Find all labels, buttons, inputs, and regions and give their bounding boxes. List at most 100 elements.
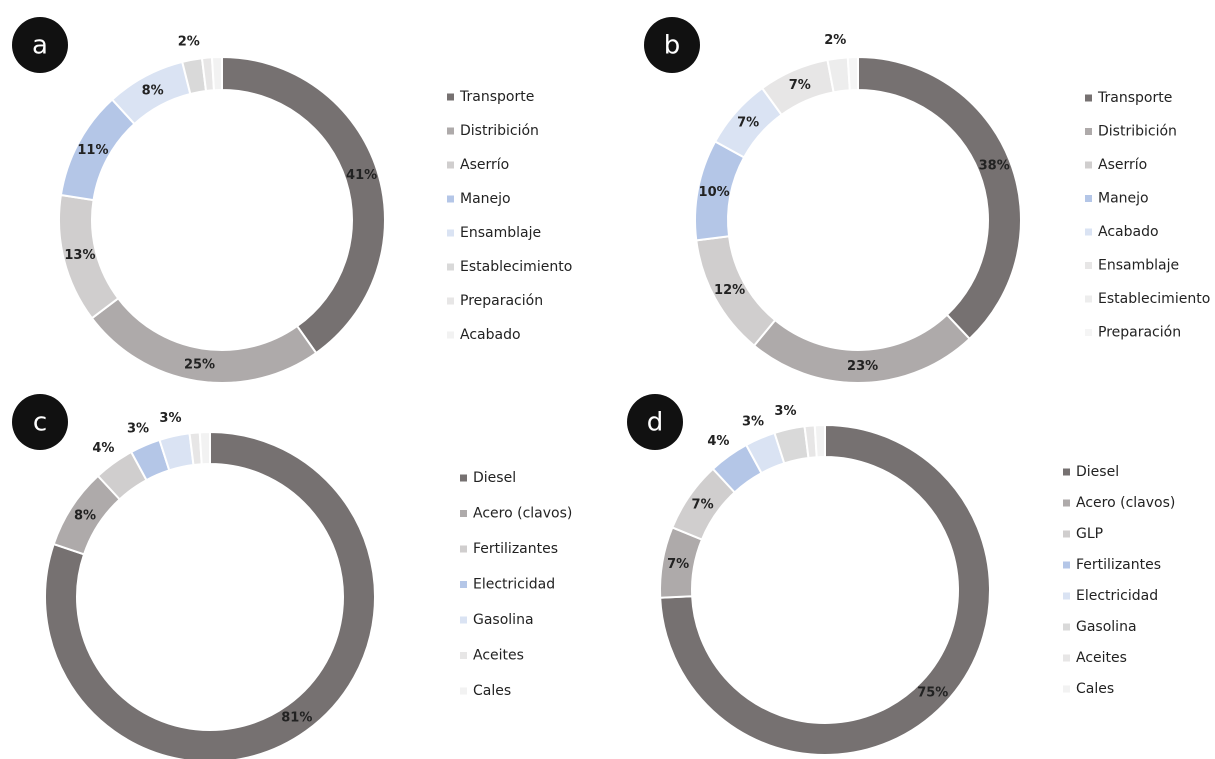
legend-label: Ensamblaje — [1098, 258, 1179, 274]
value-label: 11% — [77, 143, 108, 158]
panel-badge — [12, 394, 68, 450]
legend-label: Electricidad — [473, 577, 555, 593]
legend-label: Diesel — [473, 470, 516, 486]
legend-swatch — [1063, 561, 1070, 569]
legend-label: Aserrío — [1098, 157, 1147, 173]
legend-label: Distribición — [460, 123, 539, 139]
value-label: 13% — [64, 248, 95, 263]
legend-swatch — [460, 581, 467, 588]
legend-label: Transporte — [1097, 90, 1172, 106]
value-label: 4% — [92, 441, 114, 456]
legend-swatch — [447, 161, 454, 169]
donut-segment — [210, 55, 223, 92]
legend-swatch — [447, 127, 454, 135]
legend-swatch — [1085, 94, 1092, 102]
legend-label: GLP — [1076, 526, 1103, 542]
value-label: 12% — [714, 283, 745, 298]
donut-segment — [659, 423, 991, 756]
legend-label: Acabado — [460, 327, 521, 343]
donut-segment — [813, 423, 826, 459]
legend-swatch — [1063, 530, 1070, 538]
value-label: 7% — [692, 498, 714, 513]
legend-label: Establecimiento — [460, 259, 572, 275]
legend-swatch — [460, 652, 467, 659]
value-label: 3% — [774, 404, 796, 419]
legend-swatch — [1063, 685, 1070, 693]
legend-label: Gasolina — [473, 612, 534, 628]
value-label: 38% — [979, 159, 1010, 174]
legend-swatch — [1063, 654, 1070, 662]
donut-segment — [857, 55, 1022, 341]
legend-swatch — [1063, 592, 1070, 600]
donut-segment — [846, 55, 859, 92]
legend-swatch — [447, 229, 454, 237]
value-label: 2% — [824, 33, 846, 48]
legend-swatch — [1063, 499, 1070, 507]
legend-label: Ensamblaje — [460, 225, 541, 241]
value-label: 3% — [159, 411, 181, 426]
legend-label: Fertilizantes — [473, 541, 558, 557]
legend-label: Establecimiento — [1098, 291, 1210, 307]
legend-label: Preparación — [460, 293, 543, 309]
legend-swatch — [447, 195, 454, 203]
value-label: 25% — [184, 357, 215, 372]
legend-swatch — [460, 545, 467, 553]
legend-swatch — [460, 510, 467, 517]
legend-swatch — [447, 263, 454, 271]
legend-label: Acero (clavos) — [473, 506, 572, 522]
legend-label: Aserrío — [460, 157, 509, 173]
value-label: 8% — [74, 508, 96, 523]
value-label: 8% — [142, 83, 164, 98]
value-label: 7% — [789, 78, 811, 93]
value-label: 41% — [346, 168, 377, 183]
legend-label: Distribición — [1098, 124, 1177, 140]
value-label: 23% — [847, 359, 878, 374]
value-label: 7% — [737, 116, 759, 131]
legend-label: Gasolina — [1076, 619, 1137, 635]
donut-segment — [44, 430, 376, 759]
legend-swatch — [447, 297, 454, 305]
value-label: 7% — [667, 557, 689, 572]
value-label: 81% — [281, 711, 312, 726]
legend-label: Electricidad — [1076, 588, 1158, 604]
legend-label: Cales — [473, 683, 511, 699]
panel-badge — [644, 17, 700, 73]
legend-label: Manejo — [1098, 191, 1149, 207]
legend-label: Acero (clavos) — [1076, 495, 1175, 511]
panel-letter: c — [33, 408, 47, 438]
panel-badge — [627, 394, 683, 450]
legend-swatch — [1085, 329, 1092, 336]
legend-swatch — [1085, 262, 1092, 269]
panel-letter: b — [664, 31, 681, 61]
legend-label: Cales — [1076, 681, 1114, 697]
legend-swatch — [1085, 128, 1092, 135]
legend-swatch — [1085, 228, 1092, 236]
value-label: 10% — [699, 185, 730, 200]
legend-swatch — [1085, 195, 1092, 202]
legend-label: Transporte — [459, 89, 534, 105]
legend-swatch — [1085, 295, 1092, 303]
legend-label: Fertilizantes — [1076, 557, 1161, 573]
value-label: 3% — [742, 414, 764, 429]
value-label: 2% — [178, 35, 200, 50]
legend-label: Acabado — [1098, 224, 1159, 240]
donut-segment — [221, 55, 386, 355]
donut-segment — [198, 430, 211, 466]
value-label: 3% — [127, 421, 149, 436]
legend-label: Manejo — [460, 191, 511, 207]
panel-badge — [12, 17, 68, 73]
legend-swatch — [1063, 468, 1070, 476]
legend-label: Aceites — [473, 648, 524, 664]
legend-swatch — [447, 331, 454, 339]
legend-swatch — [460, 687, 467, 695]
legend-swatch — [447, 93, 454, 101]
value-label: 75% — [917, 685, 948, 700]
legend-label: Preparación — [1098, 325, 1181, 341]
legend-swatch — [1085, 161, 1092, 169]
panel-letter: a — [32, 31, 48, 61]
legend-swatch — [460, 616, 467, 624]
legend-label: Diesel — [1076, 464, 1119, 480]
panel-letter: d — [647, 408, 664, 438]
value-label: 4% — [707, 434, 729, 449]
